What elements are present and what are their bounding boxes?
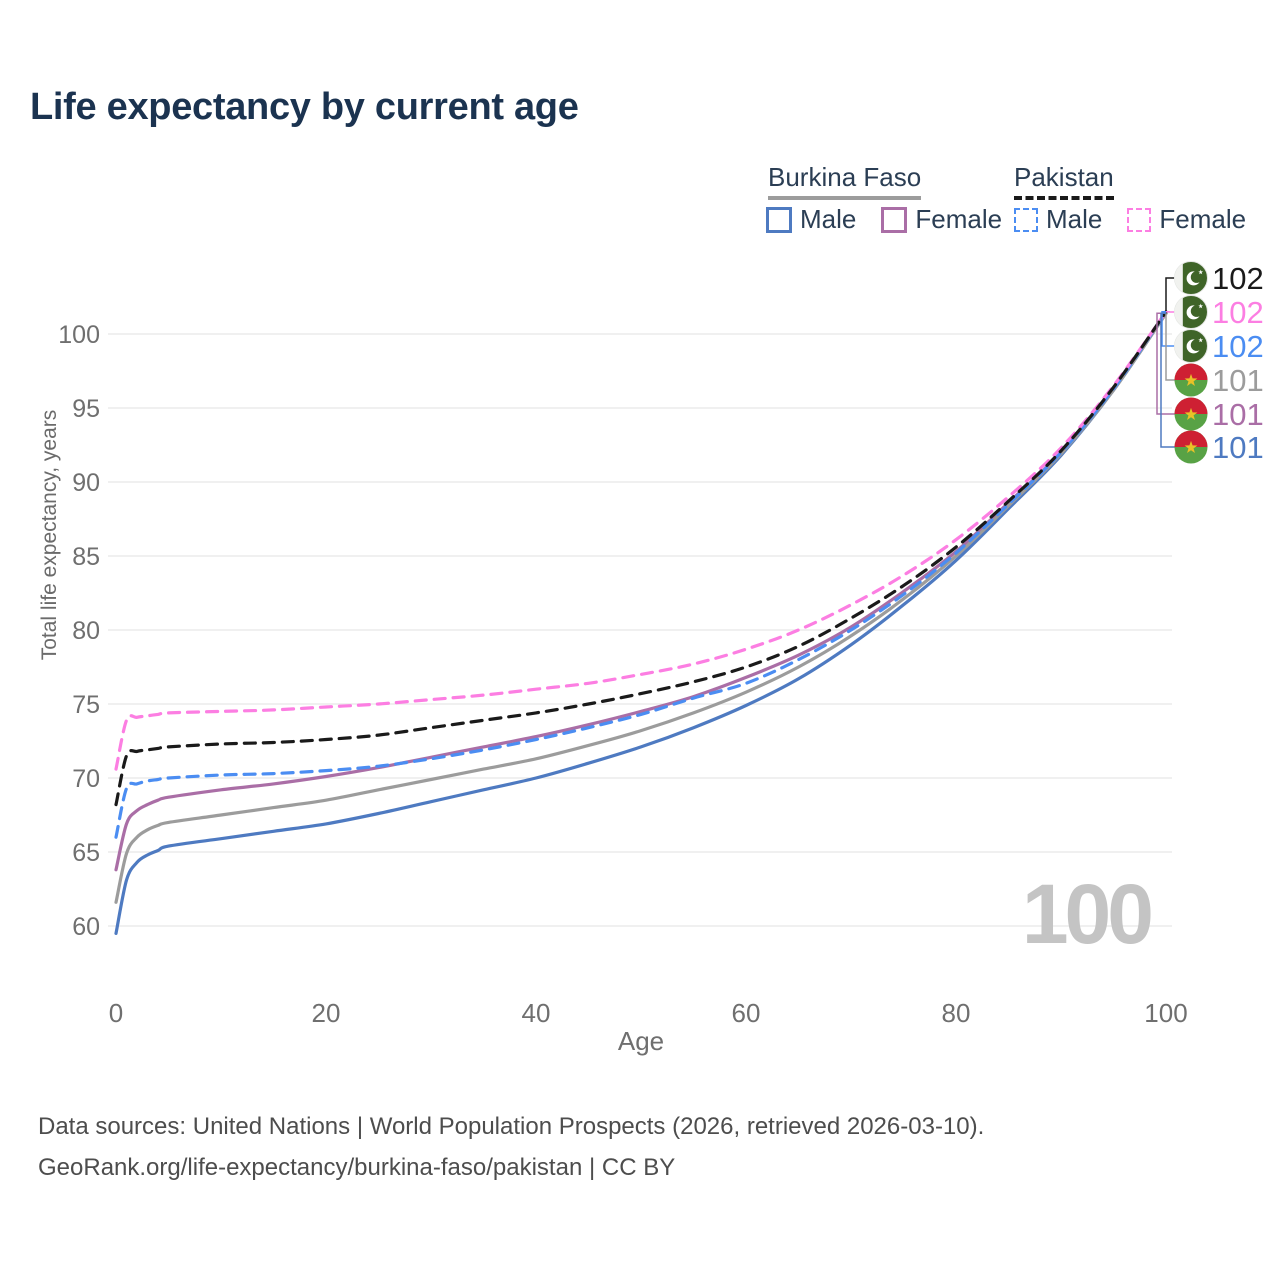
y-tick-label: 70 <box>72 765 100 793</box>
series-line-burkina-faso-male[interactable] <box>114 311 1168 935</box>
y-tick-label: 85 <box>72 543 100 571</box>
page-title: Life expectancy by current age <box>30 86 579 128</box>
legend-item-burkina-faso-female[interactable]: Female <box>881 204 1002 235</box>
y-tick-label: 100 <box>58 321 100 349</box>
leader-line <box>1165 313 1175 381</box>
pakistan-male-swatch <box>1014 207 1038 232</box>
pakistan-flag-icon <box>1174 295 1208 329</box>
leader-line <box>1161 311 1175 347</box>
legend-item-label: Male <box>1046 204 1103 234</box>
legend-item-pakistan-female[interactable]: Female <box>1127 204 1246 235</box>
end-label-value: 101 <box>1212 397 1264 432</box>
y-tick-label: 95 <box>72 395 100 423</box>
y-tick-label: 75 <box>72 691 100 719</box>
footer: Data sources: United Nations | World Pop… <box>38 1106 984 1188</box>
end-label-value: 102 <box>1212 261 1264 296</box>
pakistan-flag-icon <box>1174 329 1208 363</box>
end-label-value: 101 <box>1212 363 1264 398</box>
series-line-burkina-faso-both-sexes[interactable] <box>114 311 1168 904</box>
y-tick-label: 65 <box>72 839 100 867</box>
series-line-pakistan-female[interactable] <box>114 310 1168 771</box>
y-tick-label: 90 <box>72 469 100 497</box>
current-age-watermark: 100 <box>1021 867 1154 961</box>
y-tick-label: 80 <box>72 617 100 645</box>
end-label-value: 101 <box>1212 430 1264 465</box>
legend-item-label: Female <box>915 204 1003 234</box>
end-label-value: 102 <box>1212 329 1264 364</box>
legend-item-label: Female <box>1159 204 1247 234</box>
legend-item-burkina-faso-male[interactable]: Male <box>766 204 856 235</box>
x-tick-label: 20 <box>312 998 341 1028</box>
x-tick-label: 0 <box>109 998 123 1028</box>
end-label-value: 102 <box>1212 295 1264 330</box>
legend-group-pakistan: Pakistan <box>1014 162 1114 200</box>
x-tick-label: 40 <box>522 998 551 1028</box>
leader-line <box>1165 277 1175 312</box>
series-line-pakistan-male[interactable] <box>114 310 1168 839</box>
x-tick-label: 80 <box>942 998 971 1028</box>
x-axis-title: Age <box>618 1026 664 1056</box>
footer-sources: Data sources: United Nations | World Pop… <box>38 1113 985 1140</box>
x-tick-label: 100 <box>1144 998 1187 1028</box>
pakistan-flag-icon <box>1174 261 1208 295</box>
x-tick-label: 60 <box>732 998 761 1028</box>
footer-attribution: GeoRank.org/life-expectancy/burkina-faso… <box>38 1154 676 1181</box>
burkina-faso-male-swatch <box>766 206 792 233</box>
y-tick-label: 60 <box>72 913 100 941</box>
series-line-burkina-faso-female[interactable] <box>114 311 1168 872</box>
burkina-faso-flag-icon <box>1174 363 1208 397</box>
burkina-faso-flag-icon <box>1174 430 1208 464</box>
legend-item-label: Male <box>800 204 857 234</box>
burkina-faso-female-swatch <box>881 206 908 233</box>
legend-group-burkina-faso: Burkina Faso <box>768 162 922 200</box>
series-line-pakistan-both-sexes[interactable] <box>114 310 1168 807</box>
legend-item-pakistan-male[interactable]: Male <box>1014 204 1102 235</box>
pakistan-female-swatch <box>1127 207 1152 232</box>
burkina-faso-flag-icon <box>1174 397 1208 431</box>
legend-items-burkina-faso: Male Female <box>766 204 1002 235</box>
leader-line <box>1160 312 1175 448</box>
legend-items-pakistan: Male Female <box>1014 204 1246 235</box>
